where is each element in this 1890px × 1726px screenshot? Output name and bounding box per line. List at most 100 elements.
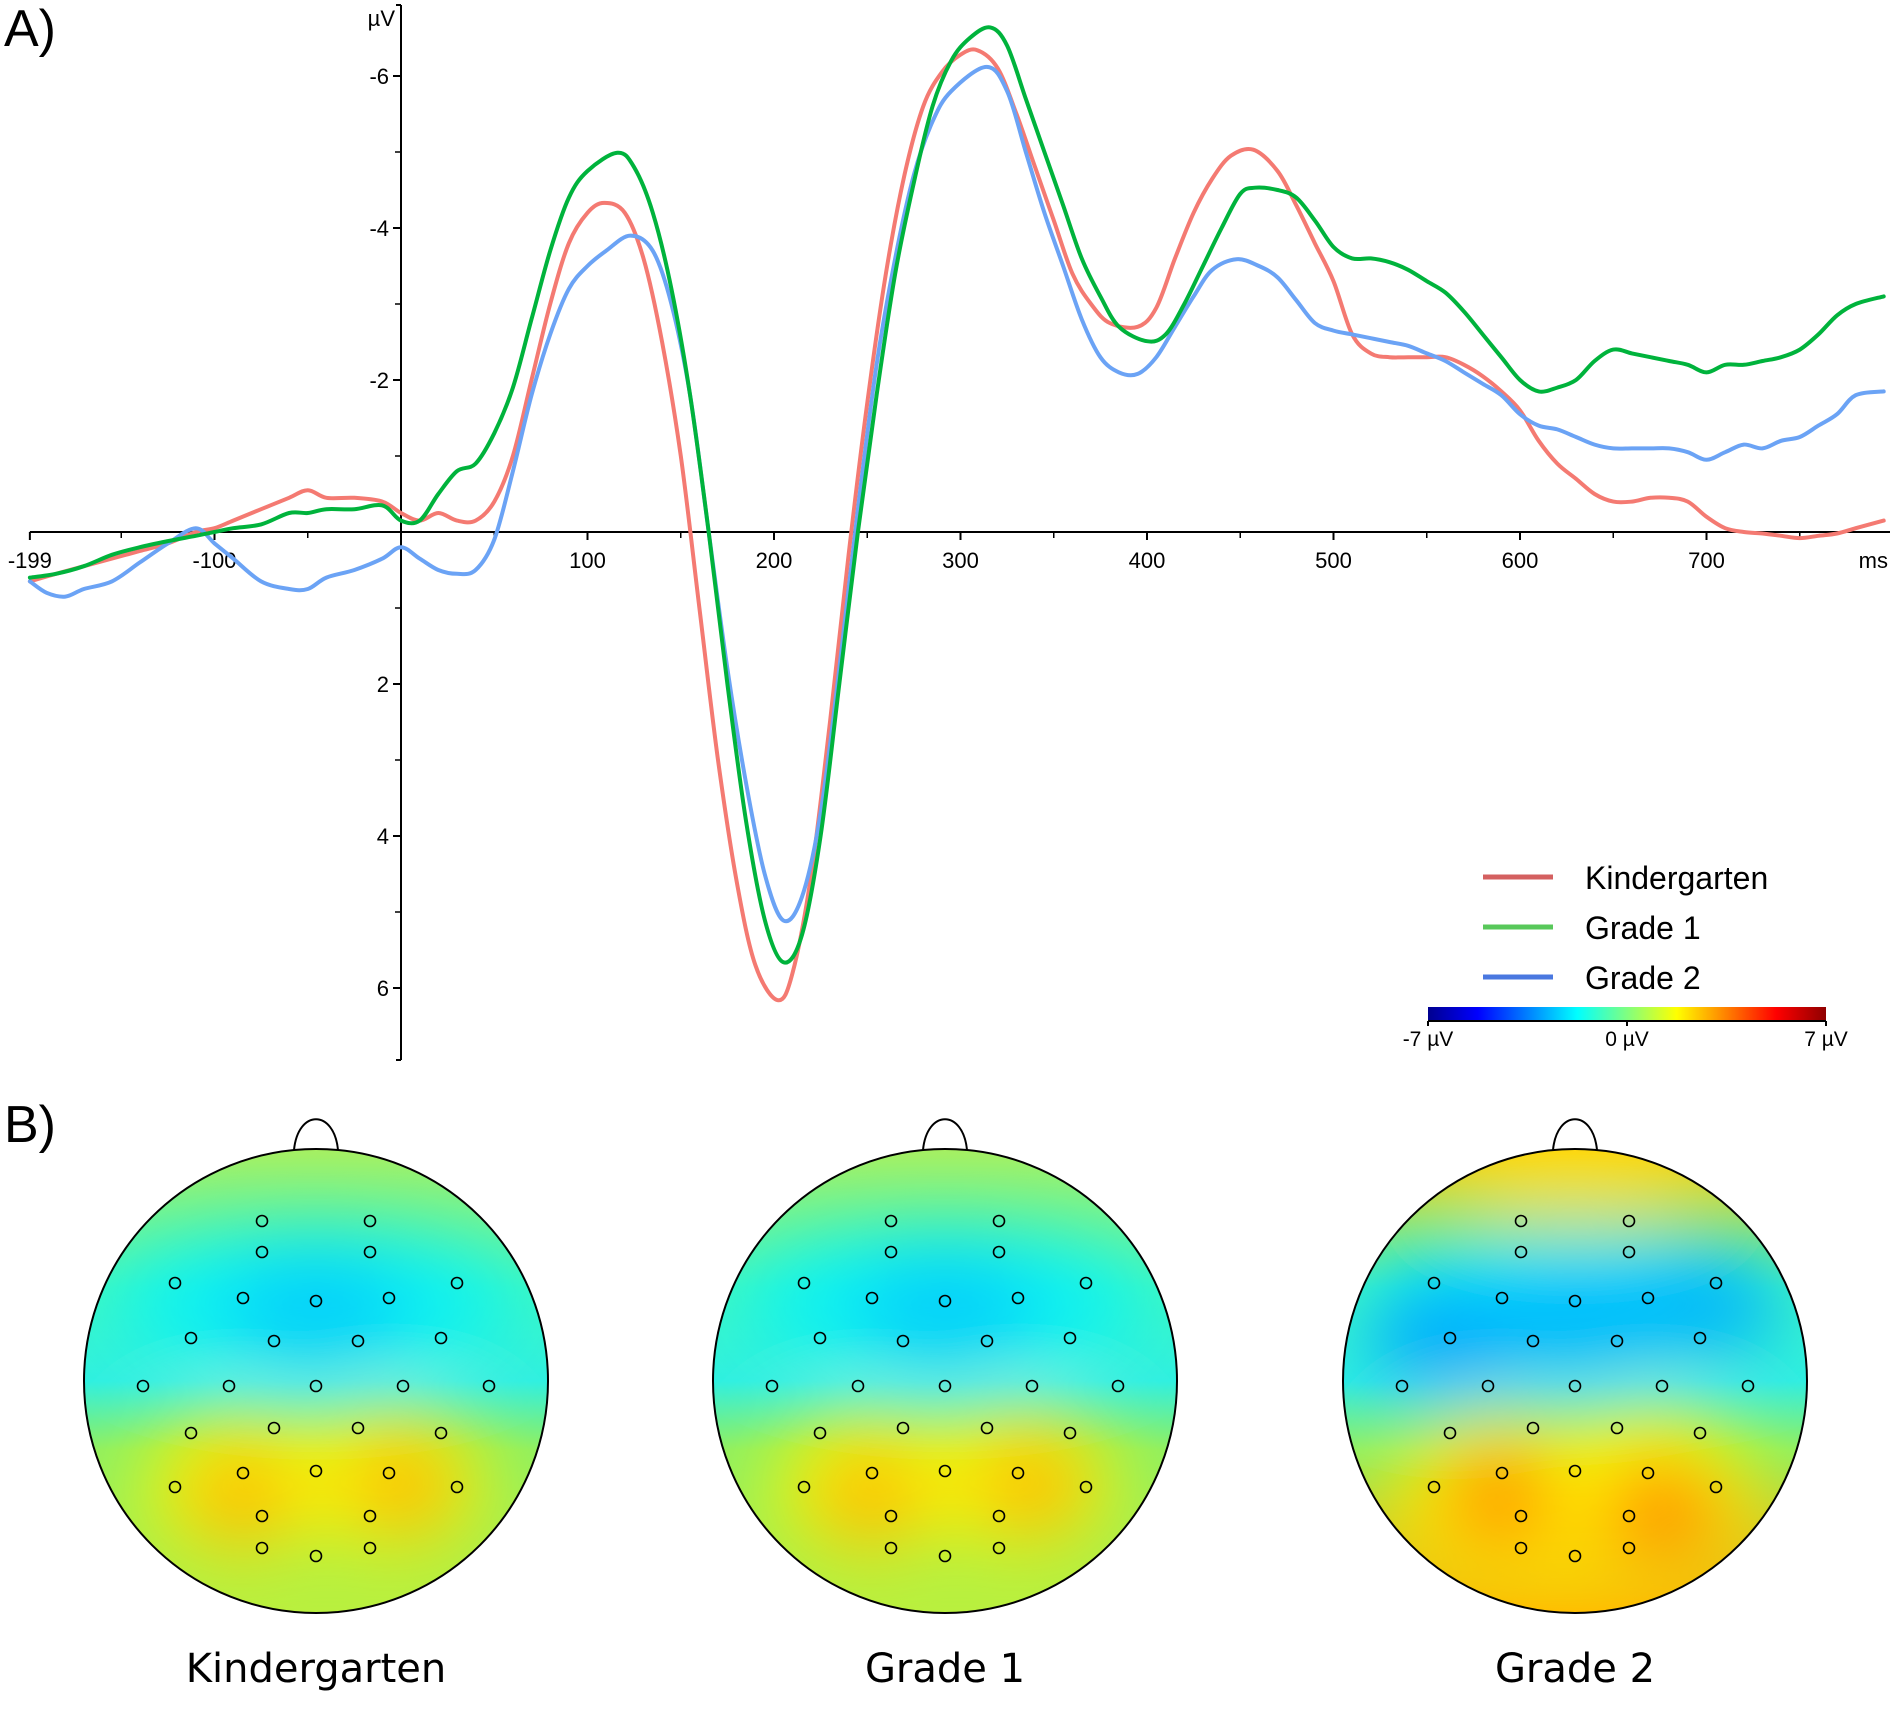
panel-a-label: A) (4, 0, 56, 58)
electrode-marker (884, 1541, 898, 1555)
topomap-label: Grade 2 (1495, 1646, 1655, 1692)
electrode-marker (168, 1480, 182, 1494)
electrode-marker (168, 1276, 182, 1290)
electrode-marker (1079, 1480, 1093, 1494)
colorbar-min-label: -7 µV (1403, 1028, 1454, 1051)
y-tick-label: 6 (377, 976, 389, 1001)
legend-label: Grade 2 (1585, 960, 1701, 996)
electrode-marker (1514, 1509, 1528, 1523)
electrode-marker (992, 1509, 1006, 1523)
electrode-marker (236, 1466, 250, 1480)
topomap: Grade 1 (712, 1118, 1178, 1692)
electrode-marker (992, 1214, 1006, 1228)
colorbar-max-label: 7 µV (1804, 1028, 1848, 1051)
series-line-grade-1 (27, 25, 1886, 965)
electrode-marker (309, 1464, 323, 1478)
electrode-marker (309, 1294, 323, 1308)
electrode-marker (255, 1541, 269, 1555)
electrode-marker (1514, 1214, 1528, 1228)
electrode-marker (363, 1541, 377, 1555)
electrode-marker (396, 1379, 410, 1393)
series-line-grade-2 (27, 64, 1886, 924)
electrode-marker (309, 1549, 323, 1563)
electrode-marker (136, 1379, 150, 1393)
chart-legend: Kindergarten Grade 1 Grade 2 (1483, 860, 1768, 996)
electrode-marker (884, 1214, 898, 1228)
electrode-marker (1063, 1331, 1077, 1345)
electrode-marker (1622, 1245, 1636, 1259)
y-tick-label: 2 (377, 672, 389, 697)
electrode-marker (896, 1421, 910, 1435)
electrode-marker (434, 1331, 448, 1345)
x-tick-label: 100 (569, 548, 606, 573)
electrode-marker (222, 1379, 236, 1393)
electrode-marker (992, 1541, 1006, 1555)
electrode-marker (255, 1245, 269, 1259)
legend-item: Grade 2 (1483, 960, 1701, 996)
electrode-marker (309, 1379, 323, 1393)
legend-label: Kindergarten (1585, 860, 1768, 896)
electrode-marker (255, 1509, 269, 1523)
legend-label: Grade 1 (1585, 910, 1701, 946)
electrode-marker (351, 1421, 365, 1435)
electrode-marker (363, 1214, 377, 1228)
electrode-marker (382, 1466, 396, 1480)
electrode-marker (1111, 1379, 1125, 1393)
electrode-marker (1568, 1549, 1582, 1563)
topomap-blobs (1365, 1149, 1785, 1611)
electrode-marker (1693, 1331, 1707, 1345)
x-tick-label: 600 (1502, 548, 1539, 573)
electrode-marker (363, 1509, 377, 1523)
electrode-marker (351, 1334, 365, 1348)
x-tick-label: -100 (192, 548, 236, 573)
electrode-marker (1011, 1291, 1025, 1305)
electrode-marker (865, 1466, 879, 1480)
legend-item: Grade 1 (1483, 910, 1701, 946)
electrode-marker (382, 1291, 396, 1305)
electrode-marker (450, 1276, 464, 1290)
electrode-marker (992, 1245, 1006, 1259)
electrode-marker (1622, 1509, 1636, 1523)
electrode-marker (765, 1379, 779, 1393)
electrode-marker (1568, 1379, 1582, 1393)
electrode-marker (450, 1480, 464, 1494)
y-tick-label: -4 (369, 216, 389, 241)
electrode-marker (1079, 1276, 1093, 1290)
electrode-marker (434, 1426, 448, 1440)
topomap: Grade 2 (1342, 1118, 1808, 1692)
electrode-marker (1481, 1379, 1495, 1393)
electrode-marker (1655, 1379, 1669, 1393)
electrode-marker (1025, 1379, 1039, 1393)
y-tick-label: -6 (369, 64, 389, 89)
electrode-marker (236, 1291, 250, 1305)
topomap-label: Kindergarten (186, 1646, 446, 1692)
y-axis-unit-label: µV (368, 6, 396, 31)
electrode-marker (1641, 1291, 1655, 1305)
electrode-marker (938, 1549, 952, 1563)
x-tick-label: 500 (1315, 548, 1352, 573)
electrode-marker (797, 1276, 811, 1290)
head-outline (83, 1148, 549, 1614)
electrode-marker (1568, 1464, 1582, 1478)
electrode-marker (938, 1379, 952, 1393)
y-tick-label: 4 (377, 824, 389, 849)
x-tick-label: 200 (756, 548, 793, 573)
topomap-blobs (116, 1231, 516, 1556)
electrode-marker (1443, 1426, 1457, 1440)
electrode-marker (1741, 1379, 1755, 1393)
electrode-marker (884, 1509, 898, 1523)
electrode-marker (1693, 1426, 1707, 1440)
electrode-marker (1495, 1466, 1509, 1480)
erp-waveform-chart: -199 -100 100 200 300 400 500 600 700 -6 -4 -2 2 4 6 µ… (8, 4, 1890, 1061)
electrode-marker (1011, 1466, 1025, 1480)
electrode-marker (1622, 1214, 1636, 1228)
topographic-maps: Kindergarten Grade 1 Grade 2 (83, 1118, 1808, 1692)
electrode-marker (1443, 1331, 1457, 1345)
electrode-marker (1610, 1421, 1624, 1435)
x-tick-label: -199 (8, 548, 52, 573)
electrode-marker (1526, 1334, 1540, 1348)
electrode-marker (1709, 1480, 1723, 1494)
nose-outline (293, 1118, 339, 1151)
topomap-blobs (745, 1231, 1145, 1556)
